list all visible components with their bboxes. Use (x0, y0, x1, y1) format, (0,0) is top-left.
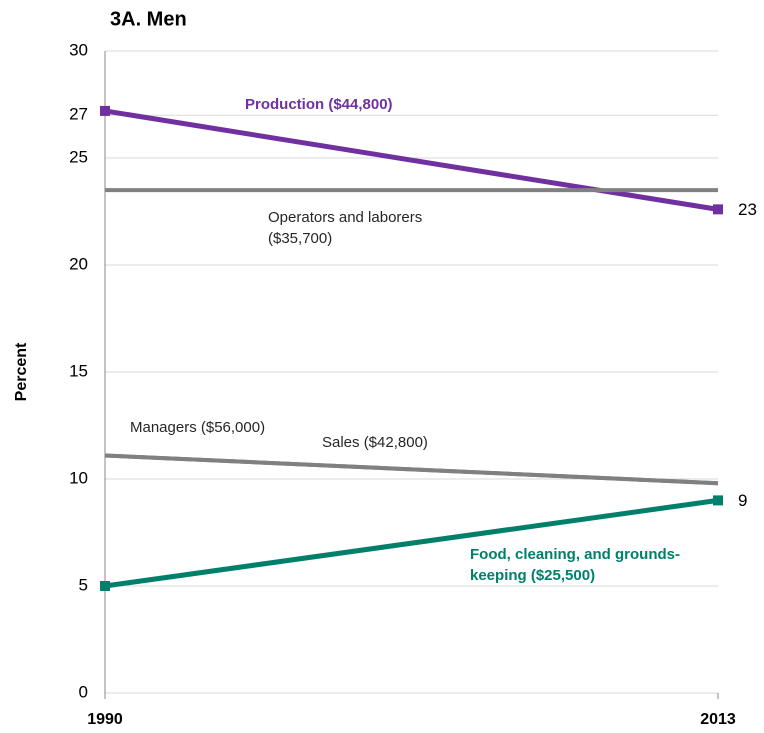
y-tick-label: 27 (69, 105, 88, 124)
marker (100, 581, 110, 591)
marker (713, 495, 723, 506)
y-tick-label: 20 (69, 254, 88, 273)
marker (713, 204, 723, 215)
value-label: 23 (738, 200, 757, 219)
y-tick-label: 10 (69, 468, 88, 487)
value-label: 9 (738, 491, 747, 510)
y-tick-label: 25 (69, 147, 88, 166)
y-tick-label: 15 (69, 361, 88, 380)
x-tick-label: 2013 (700, 711, 736, 728)
marker (100, 105, 110, 116)
x-tick-label: 1990 (87, 711, 123, 728)
series-label: Managers ($56,000) (130, 419, 266, 436)
series-line (104, 497, 719, 589)
y-axis-label: Percent (13, 342, 30, 401)
series-label: Operators and laborers ($35,700) (268, 209, 423, 247)
y-tick-label: 0 (79, 682, 88, 701)
series-label: Production ($44,800) (245, 96, 393, 113)
series-line (104, 453, 719, 486)
y-tick-label: 30 (69, 40, 88, 59)
series-label: Food, cleaning, and grounds-keeping ($25… (470, 546, 680, 584)
chart-title: 3A. Men (110, 8, 187, 30)
series-label: Sales ($42,800) (322, 434, 428, 451)
series-line (104, 108, 719, 212)
y-tick-label: 5 (79, 575, 88, 594)
